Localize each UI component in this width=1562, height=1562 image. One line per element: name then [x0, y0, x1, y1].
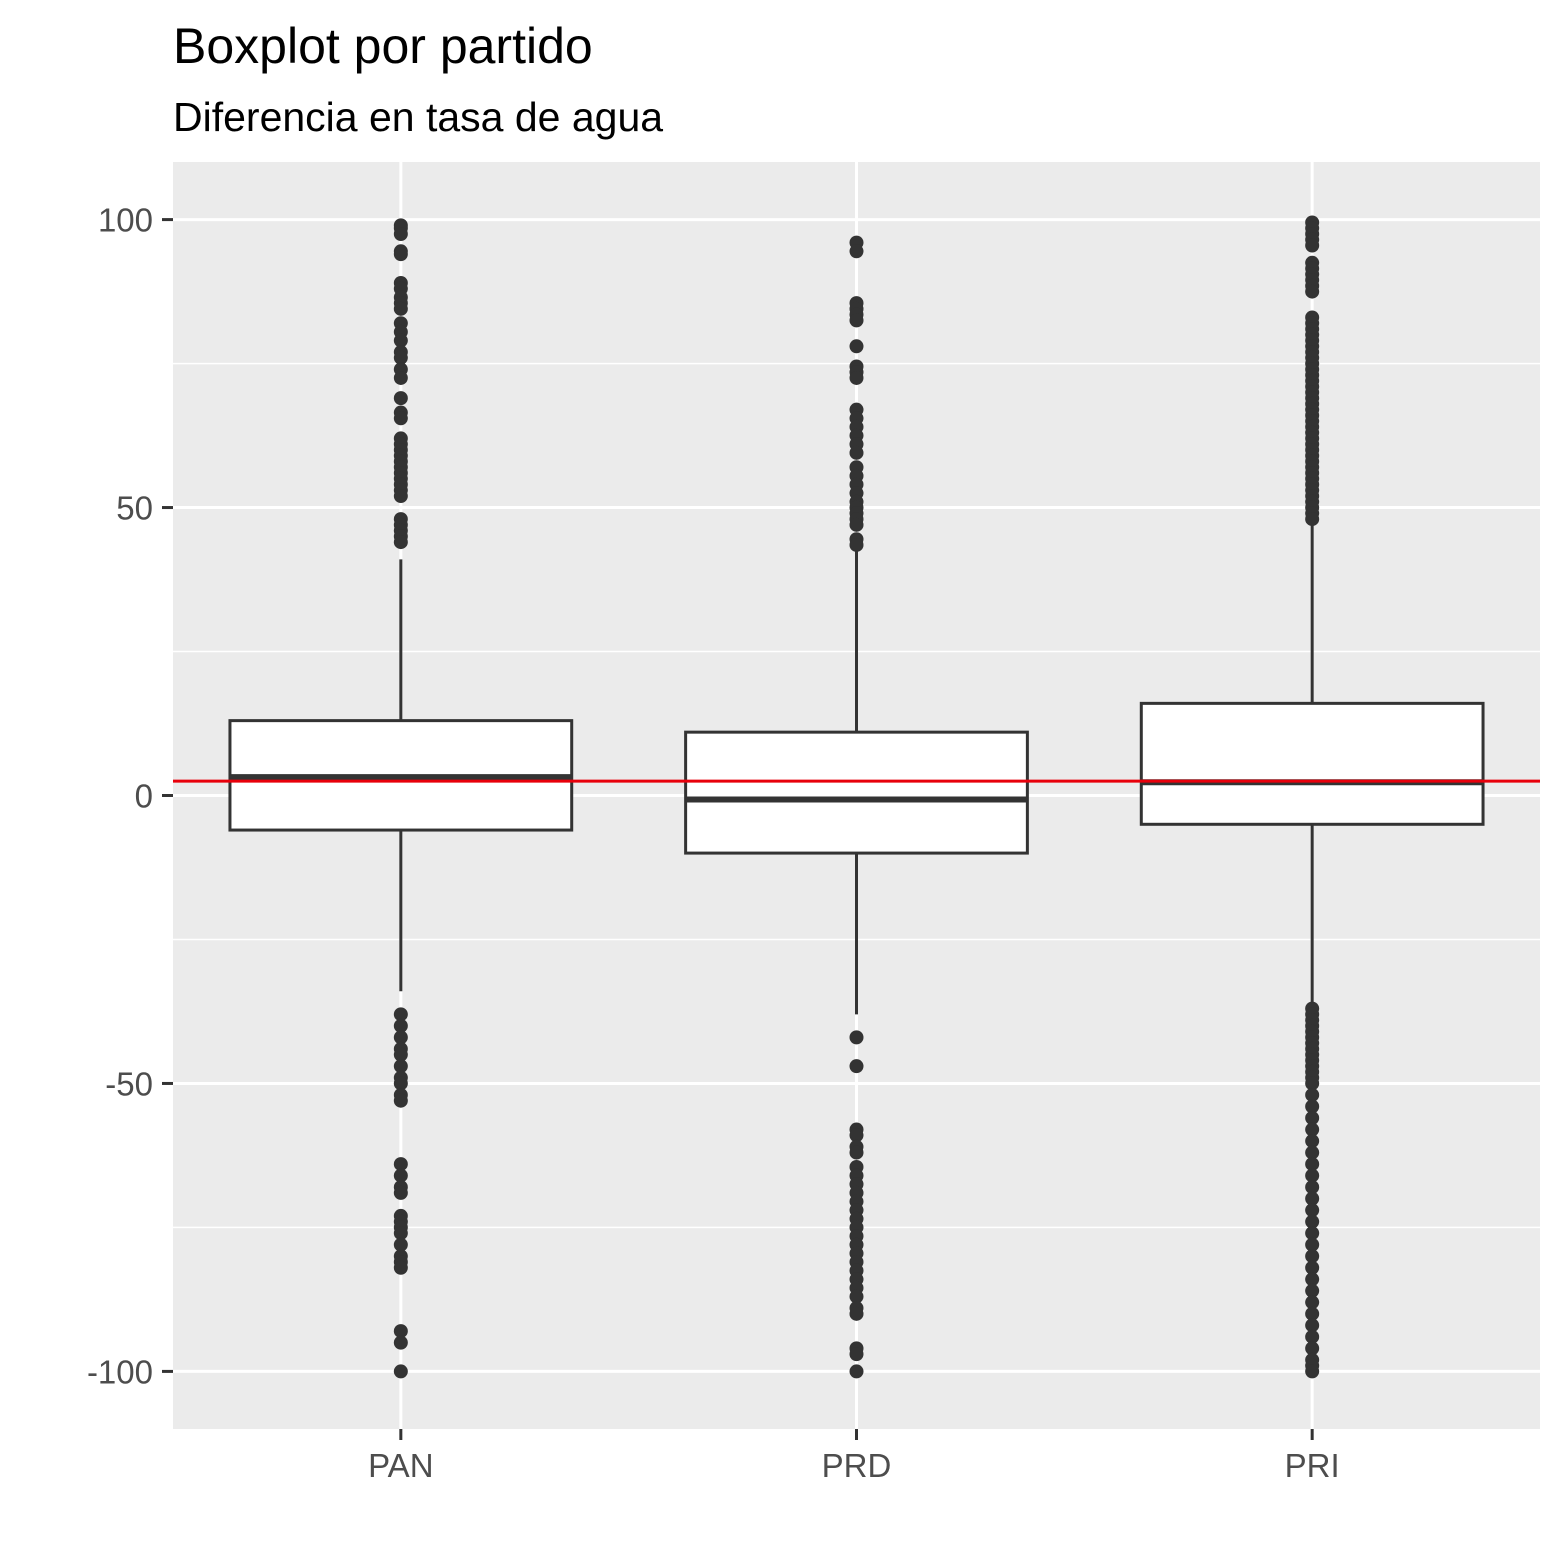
outlier-point — [393, 1076, 408, 1091]
outlier-point — [393, 1059, 408, 1074]
outlier-point — [393, 1335, 408, 1350]
chart-title: Boxplot por partido — [173, 18, 593, 74]
outlier-point — [849, 370, 864, 385]
outlier-point — [849, 537, 864, 552]
outlier-point — [1305, 1076, 1320, 1091]
y-tick-label: 50 — [116, 490, 153, 527]
outlier-point — [1305, 1341, 1320, 1356]
outlier-point — [1305, 1099, 1320, 1114]
x-tick-label: PRD — [822, 1447, 892, 1484]
outlier-point — [393, 1324, 408, 1339]
outlier-point — [849, 1128, 864, 1143]
outlier-point — [393, 1047, 408, 1062]
outlier-point — [849, 1364, 864, 1379]
outlier-point — [849, 1289, 864, 1304]
outlier-point — [393, 301, 408, 316]
outlier-point — [393, 370, 408, 385]
outlier-point — [393, 226, 408, 241]
outlier-point — [849, 1347, 864, 1362]
outlier-point — [1305, 1122, 1320, 1137]
outlier-point — [1305, 1214, 1320, 1229]
outlier-point — [1305, 1087, 1320, 1102]
outlier-point — [393, 1364, 408, 1379]
outlier-point — [1305, 1180, 1320, 1195]
y-tick-label: 100 — [98, 202, 153, 239]
outlier-point — [849, 517, 864, 532]
outlier-point — [1305, 1237, 1320, 1252]
outlier-point — [1305, 1249, 1320, 1264]
y-tick-label: -100 — [87, 1353, 153, 1390]
outlier-point — [393, 1093, 408, 1108]
outlier-point — [1305, 238, 1320, 253]
outlier-point — [393, 535, 408, 550]
iqr-box — [1139, 701, 1485, 826]
outlier-point — [393, 247, 408, 262]
y-axis: -100 -50 0 50 100 — [87, 202, 173, 1390]
outlier-point — [849, 445, 864, 460]
outlier-point — [393, 1185, 408, 1200]
outlier-point — [393, 1260, 408, 1275]
outlier-point — [1305, 1226, 1320, 1241]
box-pri — [1139, 215, 1485, 1379]
outlier-point — [393, 411, 408, 426]
outlier-point — [849, 1030, 864, 1045]
outlier-point — [393, 1157, 408, 1172]
outlier-point — [1305, 1168, 1320, 1183]
box-prd — [684, 235, 1029, 1379]
boxes-layer — [228, 215, 1485, 1379]
outlier-point — [393, 1226, 408, 1241]
outlier-point — [849, 339, 864, 354]
outlier-point — [849, 1145, 864, 1160]
outlier-point — [1305, 1111, 1320, 1126]
outlier-point — [849, 1306, 864, 1321]
outlier-point — [849, 1059, 864, 1074]
outlier-point — [1305, 1364, 1320, 1379]
outlier-point — [1305, 1260, 1320, 1275]
outlier-point — [393, 350, 408, 365]
outlier-point — [393, 1237, 408, 1252]
outlier-point — [1305, 284, 1320, 299]
outlier-point — [1305, 1295, 1320, 1310]
outlier-point — [849, 313, 864, 328]
outlier-point — [1305, 1306, 1320, 1321]
outlier-point — [1305, 1134, 1320, 1149]
outlier-point — [393, 1018, 408, 1033]
outlier-point — [1305, 1318, 1320, 1333]
x-axis: PAN PRD PRI — [368, 1429, 1340, 1484]
outlier-point — [393, 333, 408, 348]
iqr-box — [684, 730, 1029, 855]
outlier-point — [393, 391, 408, 406]
x-tick-label: PRI — [1285, 1447, 1340, 1484]
outlier-point — [393, 1030, 408, 1045]
outlier-point — [849, 244, 864, 259]
y-tick-label: 0 — [135, 778, 153, 815]
outlier-point — [1305, 1272, 1320, 1287]
outlier-point — [393, 1007, 408, 1022]
outlier-point — [1305, 1191, 1320, 1206]
outlier-point — [1305, 1203, 1320, 1218]
box-pan — [228, 218, 574, 1379]
outlier-point — [1305, 1145, 1320, 1160]
outlier-point — [393, 489, 408, 504]
y-tick-label: -50 — [105, 1065, 153, 1102]
outlier-point — [393, 1168, 408, 1183]
chart-subtitle: Diferencia en tasa de agua — [173, 94, 663, 140]
outlier-point — [1305, 1283, 1320, 1298]
x-tick-label: PAN — [368, 1447, 433, 1484]
outlier-point — [1305, 512, 1320, 527]
outlier-point — [1305, 1157, 1320, 1172]
outlier-point — [1305, 1329, 1320, 1344]
